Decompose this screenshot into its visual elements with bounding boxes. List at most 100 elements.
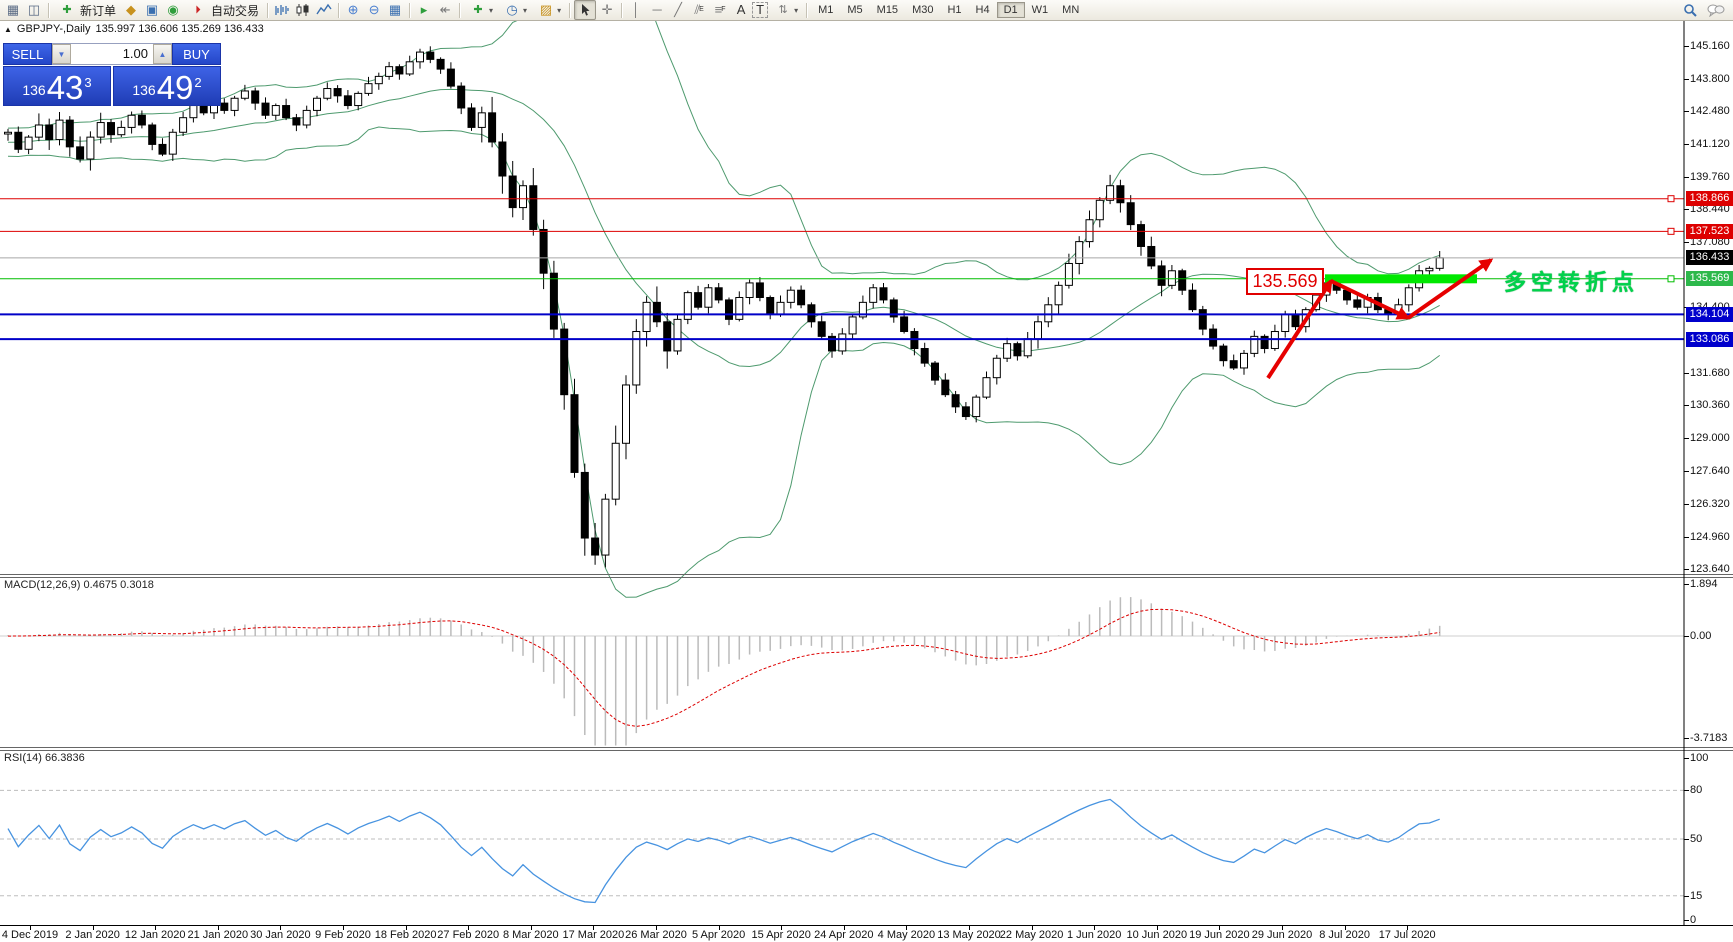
- price-axis-tick: [1684, 438, 1689, 440]
- candles-layer: [4, 46, 1444, 568]
- zoom-in-icon[interactable]: ⊕: [347, 2, 359, 17]
- date-axis-tick: [92, 926, 94, 930]
- price-axis-tick: [1684, 143, 1689, 145]
- price-tag: 138.866: [1686, 191, 1733, 207]
- toolbar-separator: [569, 2, 571, 18]
- price-axis-label: 127.640: [1690, 465, 1730, 478]
- equidistant-channel-tool-icon[interactable]: ⫽ E: [694, 2, 704, 17]
- signals-icon[interactable]: ◉: [167, 2, 179, 17]
- date-axis-label: 21 Jan 2020: [187, 929, 249, 941]
- price-tag: 133.086: [1686, 331, 1733, 347]
- rsi-axis-tick: [1684, 839, 1689, 840]
- chart-shift-icon[interactable]: ↞: [439, 2, 451, 17]
- price-axis-label: 130.360: [1690, 399, 1730, 412]
- price-axis-tick: [1684, 209, 1689, 211]
- search-icon[interactable]: [1680, 1, 1700, 19]
- date-axis-tick: [781, 926, 783, 930]
- date-axis-tick: [405, 926, 407, 930]
- date-axis-label: 13 May 2020: [937, 929, 1001, 941]
- timeframe-button-h1[interactable]: H1: [940, 2, 968, 18]
- sell-button[interactable]: SELL: [3, 43, 52, 65]
- symbol-triangle-icon: ▲: [4, 24, 12, 34]
- crosshair-tool-icon[interactable]: ✛: [601, 2, 613, 17]
- turning-point-annotation[interactable]: 多空转折点: [1504, 270, 1640, 295]
- buy-quote[interactable]: 136 49 2: [113, 66, 221, 106]
- timeframe-button-mn[interactable]: MN: [1055, 2, 1086, 18]
- toolbar-separator: [409, 2, 411, 18]
- symbol-name: GBPJPY-,Daily: [16, 23, 91, 35]
- bollinger-layer: [7, 21, 1440, 598]
- date-axis-tick: [530, 926, 532, 930]
- price-axis-label: 124.960: [1690, 530, 1730, 543]
- date-axis-label: 4 May 2020: [877, 929, 936, 941]
- price-note-box[interactable]: 135.569: [1246, 268, 1324, 295]
- timeframe-button-m5[interactable]: M5: [840, 2, 869, 18]
- price-axis-label: 139.760: [1690, 170, 1730, 183]
- cursor-tool-icon[interactable]: [574, 0, 597, 20]
- buy-button[interactable]: BUY: [172, 43, 221, 65]
- price-axis-label: 131.680: [1690, 367, 1730, 380]
- add-indicator-icon: ✚: [473, 4, 483, 16]
- trendline-tool-icon[interactable]: ╱: [674, 2, 682, 17]
- price-axis-tick: [1684, 568, 1689, 570]
- templates-button[interactable]: ▨ ▾: [532, 1, 565, 19]
- buy-quote-sup: 2: [194, 75, 202, 90]
- price-axis-tick: [1684, 176, 1689, 178]
- price-axis-tick: [1684, 373, 1689, 375]
- chat-icon[interactable]: [1706, 1, 1726, 19]
- timeframe-button-m15[interactable]: M15: [870, 2, 905, 18]
- date-axis-tick: [1156, 926, 1158, 930]
- buy-quote-base: 136: [132, 82, 156, 98]
- line-chart-type-icon[interactable]: [314, 1, 334, 19]
- price-tag: 134.104: [1686, 306, 1733, 322]
- date-axis-tick: [1407, 926, 1409, 930]
- text-label-tool-icon[interactable]: T: [752, 2, 769, 18]
- zoom-out-icon[interactable]: ⊖: [368, 2, 380, 17]
- timeframe-button-d1[interactable]: D1: [996, 2, 1025, 18]
- tile-windows-icon[interactable]: ▦: [388, 2, 402, 17]
- new-order-button[interactable]: ✚ 新订单: [53, 1, 120, 19]
- volume-up-button[interactable]: ▲: [153, 44, 172, 64]
- timeframe-button-w1[interactable]: W1: [1025, 2, 1056, 18]
- chart-profiles-icon[interactable]: ◫: [27, 2, 41, 17]
- sell-quote[interactable]: 136 43 3: [3, 66, 111, 106]
- fibonacci-tool-icon[interactable]: ≡ F: [714, 2, 726, 17]
- volume-input[interactable]: 1.00: [122, 46, 148, 61]
- symbol-ohlc: 135.997 136.606 135.269 136.433: [95, 23, 264, 35]
- hlines-layer: [0, 195, 1684, 341]
- symbol-header: ▲ GBPJPY-,Daily 135.997 136.606 135.269 …: [4, 23, 264, 35]
- volume-down-button[interactable]: ▼: [52, 44, 71, 64]
- date-axis-label: 29 Jun 2020: [1251, 929, 1313, 941]
- timeframe-button-h4[interactable]: H4: [969, 2, 997, 18]
- vertical-line-tool-icon[interactable]: │: [632, 2, 641, 17]
- toolbar: ▦ ◫ ✚ 新订单 ◆ ▣ ◉ ⏵ 自动交易 ⊕ ⊖ ▦ ▸ ↞: [0, 0, 1733, 21]
- arrows-tool-button[interactable]: ⇅ ▾: [769, 1, 802, 19]
- periods-button[interactable]: ◷ ▾: [498, 1, 531, 19]
- chevron-down-icon: ▾: [489, 5, 494, 15]
- date-axis-label: 22 May 2020: [999, 929, 1064, 941]
- new-chart-icon[interactable]: ▦: [6, 2, 20, 17]
- timeframe-button-m30[interactable]: M30: [905, 2, 940, 18]
- arrows-tool-icon: ⇅: [778, 4, 788, 16]
- sell-quote-base: 136: [22, 82, 46, 98]
- horizontal-line-tool-icon[interactable]: ─: [652, 2, 662, 17]
- rsi-axis-tick: [1684, 920, 1689, 921]
- chart-area[interactable]: ▲ GBPJPY-,Daily 135.997 136.606 135.269 …: [0, 21, 1733, 942]
- date-axis-label: 17 Mar 2020: [562, 929, 625, 941]
- text-tool-icon[interactable]: A: [736, 2, 746, 17]
- auto-scroll-icon[interactable]: ▸: [420, 2, 428, 17]
- metaeditor-icon[interactable]: ▣: [145, 2, 159, 17]
- price-axis-tick: [1684, 536, 1689, 538]
- autotrading-button[interactable]: ⏵ 自动交易: [184, 1, 263, 19]
- date-axis-tick: [718, 926, 720, 930]
- date-axis-label: 8 Jul 2020: [1319, 929, 1370, 941]
- macd-axis-label: 1.894: [1690, 577, 1718, 590]
- styles-bucket-icon[interactable]: ◆: [126, 2, 137, 17]
- timeframe-button-m1[interactable]: M1: [811, 2, 840, 18]
- bar-chart-type-icon[interactable]: [272, 1, 292, 19]
- indicators-button[interactable]: ✚ ▾: [464, 1, 497, 19]
- price-axis-tick: [1684, 45, 1689, 47]
- candlestick-chart-type-icon[interactable]: [293, 1, 313, 19]
- price-tag: 135.569: [1686, 271, 1733, 287]
